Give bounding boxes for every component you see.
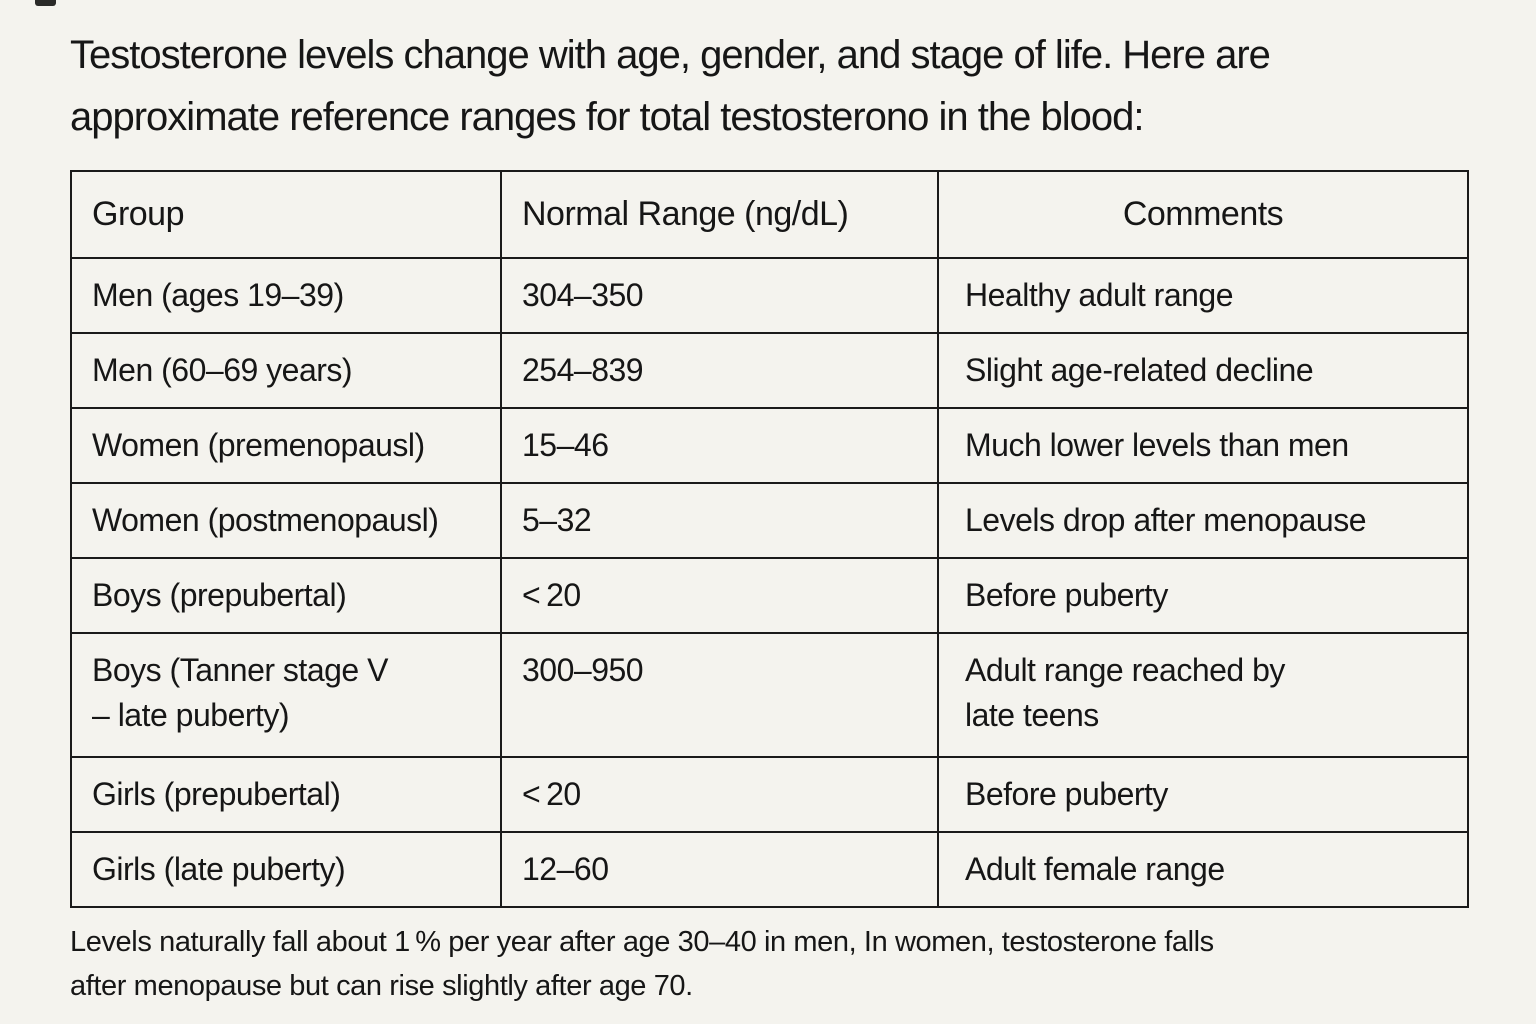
range-cell: 5–32 (500, 482, 939, 559)
footnote: Levels naturally fall about 1 % per year… (70, 926, 1214, 1002)
group-cell: Girls (late puberty) (70, 831, 502, 908)
screen-artifact (35, 0, 56, 6)
column-header-comments: Comments (937, 170, 1469, 259)
comment-cell: Adult range reached by late teens (937, 632, 1469, 758)
table-row: Girls (prepubertal) < 20 Before puberty (70, 756, 1469, 833)
group-cell: Men (ages 19–39) (70, 257, 502, 334)
group-cell: Girls (prepubertal) (70, 756, 502, 833)
group-cell: Women (postmenopausl) (70, 482, 502, 559)
comment-cell: Levels drop after menopause (937, 482, 1469, 559)
comment-cell: Adult female range (937, 831, 1469, 908)
table-row: Men (60–69 years) 254–839 Slight age-rel… (70, 332, 1469, 409)
comment-cell: Before puberty (937, 756, 1469, 833)
group-cell: Men (60–69 years) (70, 332, 502, 409)
table-row: Men (ages 19–39) 304–350 Healthy adult r… (70, 257, 1469, 334)
range-cell: 15–46 (500, 407, 939, 484)
range-cell: < 20 (500, 756, 939, 833)
range-cell: 254–839 (500, 332, 939, 409)
header-row: Group Normal Range (ng/dL) Comments (70, 170, 1469, 259)
range-cell: 304–350 (500, 257, 939, 334)
range-cell: 12–60 (500, 831, 939, 908)
group-cell: Women (premenopausl) (70, 407, 502, 484)
table-row: Girls (late puberty) 12–60 Adult female … (70, 831, 1469, 908)
range-cell: 300–950 (500, 632, 939, 758)
group-cell: Boys (prepubertal) (70, 557, 502, 634)
column-header-group: Group (70, 170, 502, 259)
range-cell: < 20 (500, 557, 939, 634)
reference-range-table: Group Normal Range (ng/dL) Comments Men … (70, 170, 1469, 908)
page-title: Testosterone levels change with age, gen… (70, 33, 1271, 139)
table-row: Boys (Tanner stage V – late puberty) 300… (70, 632, 1469, 758)
comment-cell: Slight age-related decline (937, 332, 1469, 409)
comment-cell: Before puberty (937, 557, 1469, 634)
comment-cell: Healthy adult range (937, 257, 1469, 334)
table-row: Women (premenopausl) 15–46 Much lower le… (70, 407, 1469, 484)
table-row: Women (postmenopausl) 5–32 Levels drop a… (70, 482, 1469, 559)
column-header-normal-range: Normal Range (ng/dL) (500, 170, 939, 259)
table-row: Boys (prepubertal) < 20 Before puberty (70, 557, 1469, 634)
comment-cell: Much lower levels than men (937, 407, 1469, 484)
group-cell: Boys (Tanner stage V – late puberty) (70, 632, 502, 758)
